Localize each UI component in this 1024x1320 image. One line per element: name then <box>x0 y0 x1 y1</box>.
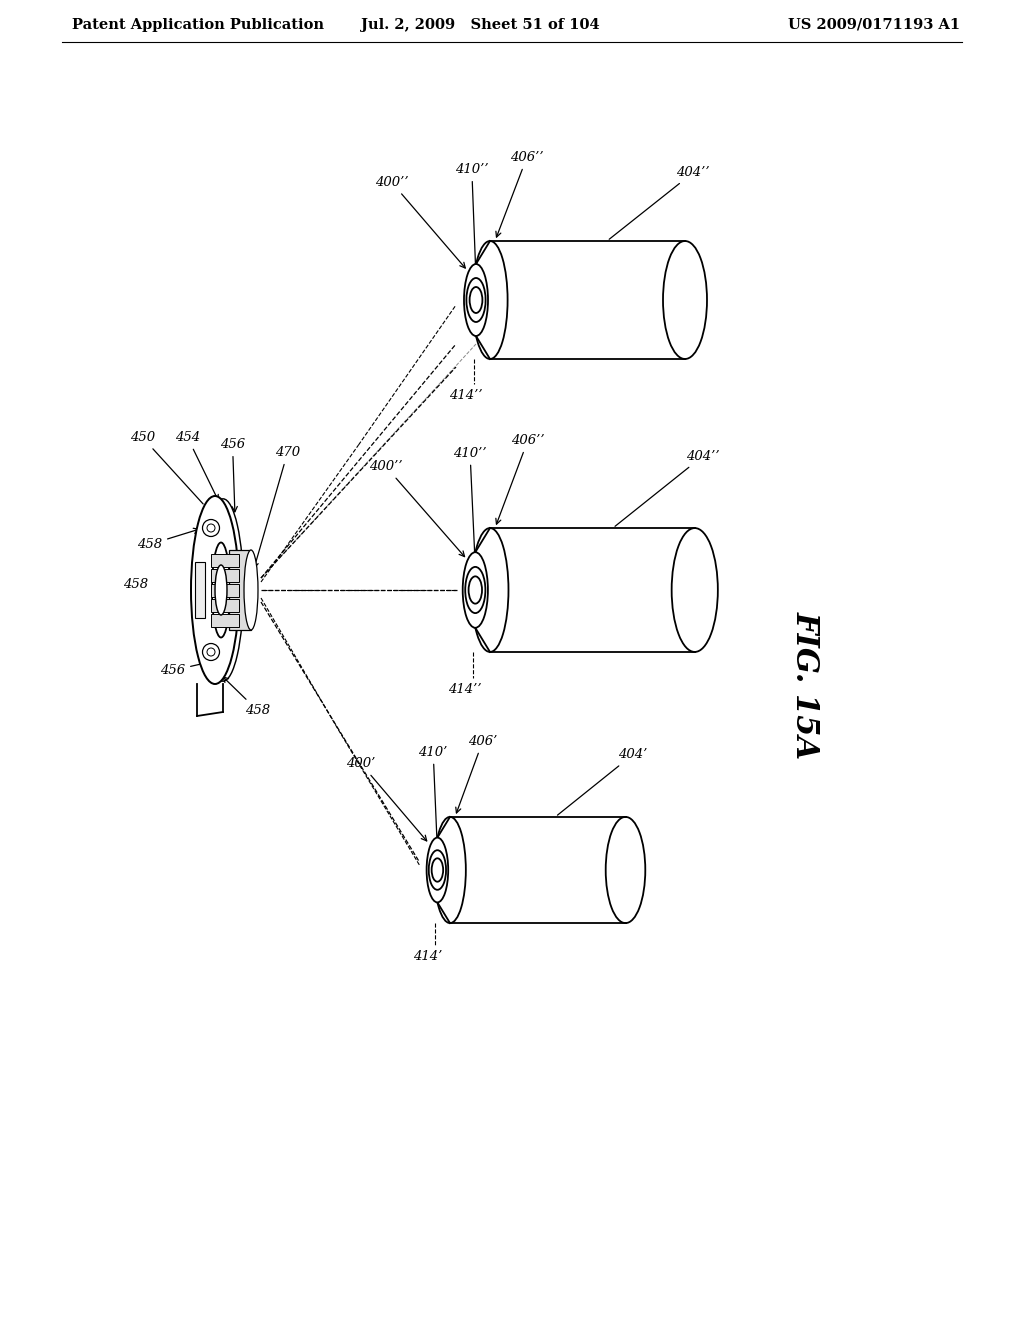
Text: 404’’: 404’’ <box>615 450 720 527</box>
Bar <box>211 614 239 627</box>
Text: 450: 450 <box>130 432 203 504</box>
Text: 406’: 406’ <box>456 735 498 813</box>
Text: 406’’: 406’’ <box>496 434 545 524</box>
Ellipse shape <box>463 552 487 628</box>
Text: 454: 454 <box>175 432 218 500</box>
Text: 404’’: 404’’ <box>609 166 710 239</box>
Ellipse shape <box>429 850 446 890</box>
Ellipse shape <box>470 286 482 313</box>
Text: 400’’: 400’’ <box>375 176 465 268</box>
Circle shape <box>203 644 219 660</box>
Ellipse shape <box>464 264 488 337</box>
Ellipse shape <box>465 566 485 612</box>
Ellipse shape <box>244 550 258 630</box>
Ellipse shape <box>212 543 230 638</box>
Bar <box>211 598 239 612</box>
Text: 458: 458 <box>223 677 270 717</box>
Text: 400’: 400’ <box>346 758 427 841</box>
Text: 414’’: 414’’ <box>449 684 482 697</box>
Text: 458: 458 <box>137 528 199 550</box>
Circle shape <box>203 520 219 536</box>
Text: 404’: 404’ <box>557 748 647 816</box>
Text: FIG. 15A: FIG. 15A <box>790 611 821 759</box>
Text: US 2009/0171193 A1: US 2009/0171193 A1 <box>787 18 961 32</box>
Text: 410’: 410’ <box>419 746 447 846</box>
Text: 456: 456 <box>220 438 245 512</box>
Text: 410’’: 410’’ <box>454 446 486 564</box>
Text: 406’’: 406’’ <box>496 150 544 238</box>
Bar <box>211 583 239 597</box>
Bar <box>195 562 205 618</box>
Text: Jul. 2, 2009   Sheet 51 of 104: Jul. 2, 2009 Sheet 51 of 104 <box>360 18 599 32</box>
Bar <box>211 569 239 582</box>
Ellipse shape <box>466 279 485 322</box>
Bar <box>211 553 239 568</box>
Text: Patent Application Publication: Patent Application Publication <box>72 18 324 32</box>
Text: 414’: 414’ <box>413 950 442 964</box>
Ellipse shape <box>427 838 449 903</box>
Ellipse shape <box>469 577 482 603</box>
Text: 410’’: 410’’ <box>455 162 488 275</box>
Text: 458: 458 <box>123 578 148 591</box>
Ellipse shape <box>432 858 443 882</box>
Text: 470: 470 <box>253 446 300 568</box>
Ellipse shape <box>191 496 239 684</box>
Bar <box>229 550 251 630</box>
Text: 414’’: 414’’ <box>450 389 482 403</box>
Text: 456: 456 <box>160 659 219 677</box>
Text: 400’’: 400’’ <box>370 461 465 557</box>
Ellipse shape <box>215 565 227 615</box>
